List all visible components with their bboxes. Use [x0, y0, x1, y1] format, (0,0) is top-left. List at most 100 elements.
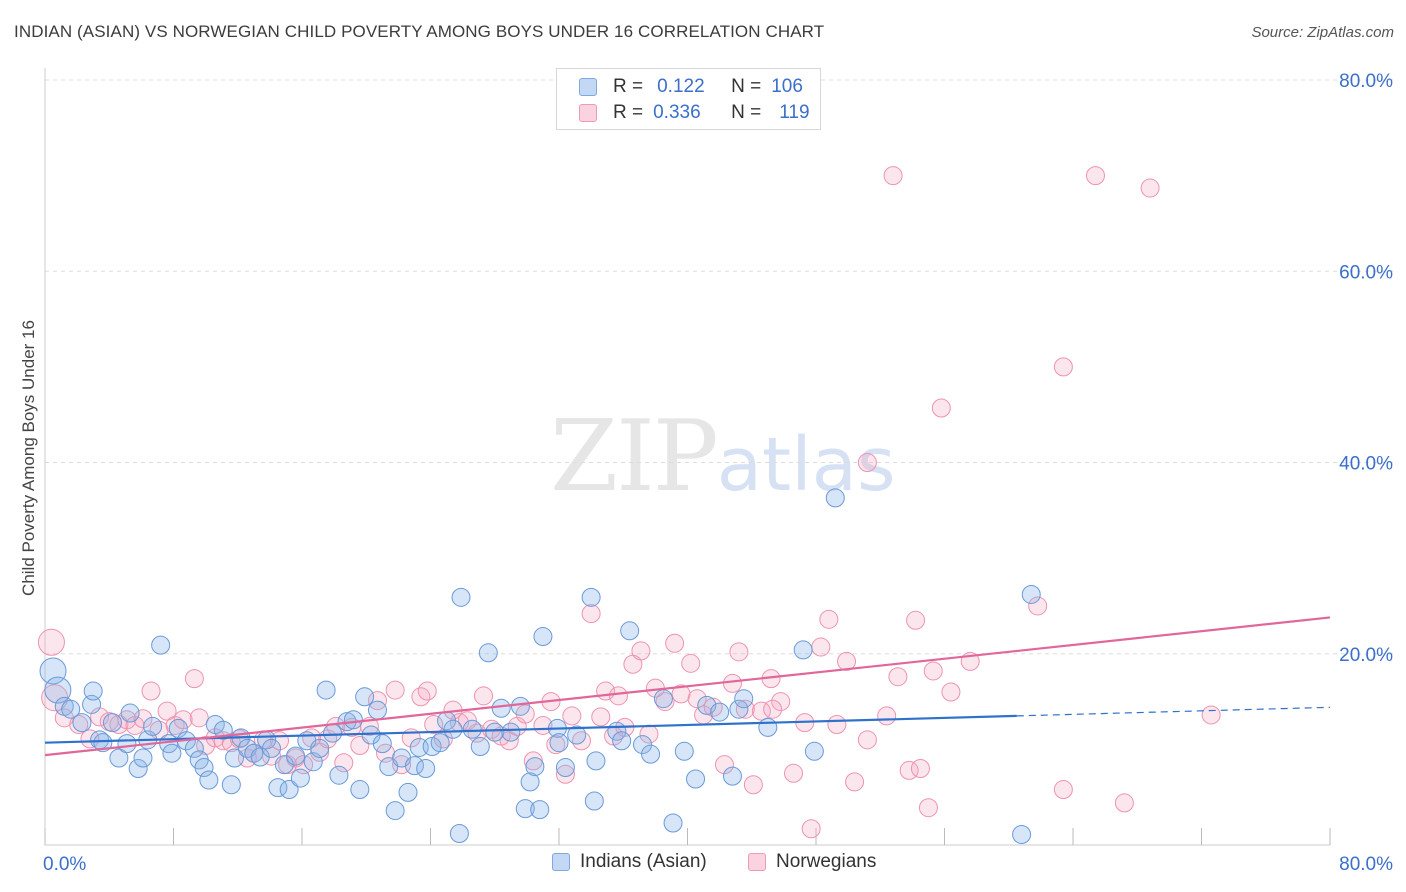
- y-tick-label: 80.0%: [1339, 71, 1393, 92]
- indian-point: [261, 738, 281, 758]
- r-label: R =: [613, 76, 644, 97]
- norwegian-point: [729, 642, 749, 662]
- norwegian-point: [80, 729, 100, 749]
- norwegian-point: [367, 691, 387, 711]
- norwegian-point: [827, 715, 847, 735]
- indian-point: [515, 799, 535, 819]
- indian-point: [641, 744, 661, 764]
- norwegian-point: [591, 707, 611, 727]
- indian-point: [329, 765, 349, 785]
- indian-point: [355, 687, 375, 707]
- norwegian-point: [918, 798, 938, 818]
- indian-point: [133, 748, 153, 768]
- norwegian-point: [857, 453, 877, 472]
- y-tick-label: 40.0%: [1339, 454, 1393, 475]
- indian-point: [793, 640, 813, 660]
- indian-point: [1012, 824, 1032, 844]
- indian-point: [343, 710, 363, 730]
- norwegian-point: [433, 729, 453, 749]
- indian-point: [478, 643, 498, 663]
- indian-point: [372, 734, 392, 754]
- stats-legend-row-indians: R = 0.122 N = 106: [579, 75, 803, 99]
- y-tick-label: 60.0%: [1339, 262, 1393, 283]
- norwegian-point: [665, 633, 685, 653]
- indian-point: [72, 713, 92, 733]
- indian-point: [722, 766, 742, 786]
- indian-point: [117, 734, 137, 754]
- indian-point: [151, 635, 171, 655]
- indian-point: [533, 627, 553, 647]
- indian-point: [128, 759, 148, 778]
- indian-point: [310, 738, 330, 758]
- indian-point: [102, 713, 122, 733]
- watermark: ZIPatlas: [550, 400, 896, 514]
- indian-point: [350, 780, 370, 800]
- norwegian-point: [184, 669, 204, 689]
- norwegian-point: [784, 763, 804, 783]
- indian-point: [804, 741, 824, 761]
- norwegian-point: [631, 641, 651, 661]
- indian-point: [385, 801, 405, 821]
- indian-point: [83, 681, 103, 701]
- norwegian-point: [910, 759, 930, 778]
- indian-point: [674, 741, 694, 761]
- legend-swatch-indians: [552, 853, 570, 871]
- indian-point: [93, 733, 113, 753]
- r-label: R =: [613, 102, 644, 123]
- stats-legend-row-norwegians: R = 0.336 N = 119: [579, 101, 810, 125]
- watermark-atlas: atlas: [716, 422, 896, 508]
- norwegian-point: [555, 764, 575, 784]
- indian-point: [520, 772, 540, 792]
- norwegian-point: [888, 667, 908, 687]
- indian-point: [1021, 584, 1041, 604]
- indian-point: [501, 722, 521, 742]
- norwegian-point: [941, 682, 961, 702]
- norwegian-point: [837, 651, 857, 671]
- norwegian-point: [655, 692, 675, 712]
- n-value: 119: [779, 102, 810, 123]
- norwegian-point: [1028, 596, 1048, 616]
- indian-point: [279, 780, 299, 800]
- indian-point: [549, 733, 569, 753]
- norwegian-point: [1140, 178, 1160, 198]
- norwegian-point: [133, 709, 153, 729]
- indian-point: [398, 782, 418, 802]
- norwegian-point: [562, 706, 582, 726]
- norwegian-point: [546, 735, 566, 755]
- r-value: 0.336: [653, 102, 701, 123]
- norwegian-point: [687, 689, 707, 709]
- norwegian-point: [906, 610, 926, 630]
- n-label: N =: [731, 102, 762, 123]
- chart-source: Source: ZipAtlas.com: [1251, 24, 1394, 41]
- norwegian-point: [1201, 705, 1221, 725]
- indian-point: [710, 702, 730, 722]
- legend-item-indians: Indians (Asian): [552, 851, 707, 873]
- indian-point: [451, 587, 471, 607]
- indian-point: [323, 723, 343, 743]
- norwegian-point: [845, 772, 865, 792]
- indian-point: [109, 748, 129, 768]
- norwegian-point: [857, 730, 877, 750]
- indian-point: [44, 676, 72, 704]
- legend-swatch-norwegians: [579, 104, 597, 122]
- indian-point: [620, 621, 640, 641]
- legend-swatch-norwegians: [748, 853, 766, 871]
- norwegian-point: [877, 706, 897, 726]
- indian-point: [510, 696, 530, 716]
- x-tick-label: 80.0%: [1339, 854, 1393, 875]
- n-value: 106: [771, 76, 803, 97]
- indian-point: [143, 716, 163, 736]
- norwegian-point: [931, 398, 951, 418]
- indian-point: [525, 757, 545, 777]
- indian-point: [194, 758, 214, 778]
- norwegian-point: [1114, 793, 1134, 813]
- norwegian-point: [141, 681, 161, 701]
- norwegian-point: [771, 692, 791, 712]
- watermark-zip: ZIP: [550, 400, 719, 514]
- indian-point: [663, 813, 683, 833]
- norwegian-trend-line: [44, 616, 1331, 757]
- x-tick-label: 0.0%: [43, 854, 86, 875]
- indian-point: [584, 791, 604, 811]
- indian-point: [485, 722, 505, 742]
